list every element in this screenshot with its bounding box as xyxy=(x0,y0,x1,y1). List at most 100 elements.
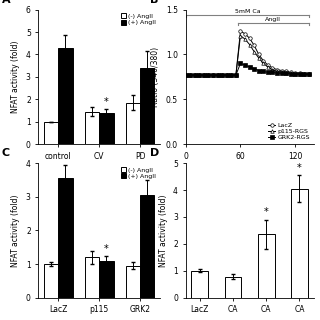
GRK2-RGS xyxy=(266,70,270,74)
LacZ xyxy=(211,73,215,77)
X-axis label: Time (sec): Time (sec) xyxy=(230,166,269,175)
Text: 5mM Ca: 5mM Ca xyxy=(235,9,260,14)
LacZ xyxy=(206,73,210,77)
Text: *: * xyxy=(104,244,109,254)
Bar xyxy=(140,68,155,144)
Text: *: * xyxy=(264,207,268,217)
LacZ xyxy=(275,68,279,72)
Bar xyxy=(85,112,99,144)
p115-RGS xyxy=(206,73,210,77)
GRK2-RGS xyxy=(298,72,302,76)
p115-RGS xyxy=(270,68,274,72)
Line: LacZ: LacZ xyxy=(184,29,311,77)
Bar xyxy=(58,48,73,144)
Bar xyxy=(99,113,114,144)
LacZ xyxy=(220,73,224,77)
LacZ xyxy=(197,73,201,77)
LacZ xyxy=(193,73,197,77)
p115-RGS xyxy=(211,73,215,77)
LacZ xyxy=(261,59,265,63)
Legend: LacZ, p115-RGS, GRK2-RGS: LacZ, p115-RGS, GRK2-RGS xyxy=(267,122,310,141)
GRK2-RGS xyxy=(188,73,192,77)
LacZ xyxy=(284,69,288,73)
GRK2-RGS xyxy=(293,72,297,76)
Bar xyxy=(258,235,275,298)
p115-RGS xyxy=(298,72,302,76)
Y-axis label: NFAT activity (fold): NFAT activity (fold) xyxy=(11,41,20,113)
GRK2-RGS xyxy=(284,71,288,75)
p115-RGS xyxy=(234,73,238,77)
Text: *: * xyxy=(297,163,302,172)
GRK2-RGS xyxy=(229,73,233,77)
LacZ xyxy=(307,72,311,76)
LacZ xyxy=(280,68,284,72)
p115-RGS xyxy=(307,72,311,76)
GRK2-RGS xyxy=(270,70,274,74)
Text: D: D xyxy=(150,148,159,158)
LacZ xyxy=(302,72,306,76)
LacZ xyxy=(257,52,261,56)
LacZ xyxy=(229,73,233,77)
Bar xyxy=(291,189,308,298)
GRK2-RGS xyxy=(225,73,229,77)
Y-axis label: Ratio (340/380): Ratio (340/380) xyxy=(151,47,160,107)
GRK2-RGS xyxy=(193,73,197,77)
Text: B: B xyxy=(150,0,158,5)
GRK2-RGS xyxy=(238,61,242,65)
p115-RGS xyxy=(302,72,306,76)
p115-RGS xyxy=(202,73,206,77)
Legend: (-) AngII, (+) AngII: (-) AngII, (+) AngII xyxy=(120,166,157,180)
p115-RGS xyxy=(216,73,220,77)
Bar xyxy=(58,178,73,298)
GRK2-RGS xyxy=(275,71,279,75)
LacZ xyxy=(225,73,229,77)
p115-RGS xyxy=(293,72,297,76)
GRK2-RGS xyxy=(184,73,188,77)
GRK2-RGS xyxy=(234,73,238,77)
Bar xyxy=(44,122,58,144)
p115-RGS xyxy=(257,56,261,60)
p115-RGS xyxy=(220,73,224,77)
LacZ xyxy=(238,29,242,33)
GRK2-RGS xyxy=(206,73,210,77)
p115-RGS xyxy=(266,65,270,69)
LacZ xyxy=(266,63,270,67)
GRK2-RGS xyxy=(289,72,293,76)
Legend: (-) AngII, (+) AngII: (-) AngII, (+) AngII xyxy=(120,13,157,26)
p115-RGS xyxy=(261,61,265,65)
Text: A: A xyxy=(2,0,11,5)
LacZ xyxy=(298,71,302,75)
Bar xyxy=(126,102,140,144)
GRK2-RGS xyxy=(248,65,252,69)
LacZ xyxy=(243,32,247,36)
LacZ xyxy=(252,44,256,47)
p115-RGS xyxy=(238,34,242,37)
GRK2-RGS xyxy=(257,68,261,72)
p115-RGS xyxy=(225,73,229,77)
Line: p115-RGS: p115-RGS xyxy=(184,34,311,77)
p115-RGS xyxy=(252,50,256,54)
LacZ xyxy=(289,70,293,74)
LacZ xyxy=(216,73,220,77)
GRK2-RGS xyxy=(280,71,284,75)
p115-RGS xyxy=(289,71,293,75)
p115-RGS xyxy=(280,70,284,74)
Bar xyxy=(140,195,155,298)
GRK2-RGS xyxy=(252,67,256,71)
Y-axis label: NFAT activity (fold): NFAT activity (fold) xyxy=(11,194,20,267)
LacZ xyxy=(293,71,297,75)
Y-axis label: NFAT activity (fold): NFAT activity (fold) xyxy=(158,194,168,267)
Bar xyxy=(85,257,99,298)
GRK2-RGS xyxy=(202,73,206,77)
Bar xyxy=(44,264,58,298)
p115-RGS xyxy=(275,69,279,73)
LacZ xyxy=(184,73,188,77)
Line: GRK2-RGS: GRK2-RGS xyxy=(184,62,311,77)
Bar xyxy=(99,260,114,298)
GRK2-RGS xyxy=(220,73,224,77)
GRK2-RGS xyxy=(302,72,306,76)
LacZ xyxy=(270,66,274,70)
p115-RGS xyxy=(188,73,192,77)
Text: *: * xyxy=(104,97,109,107)
LacZ xyxy=(188,73,192,77)
